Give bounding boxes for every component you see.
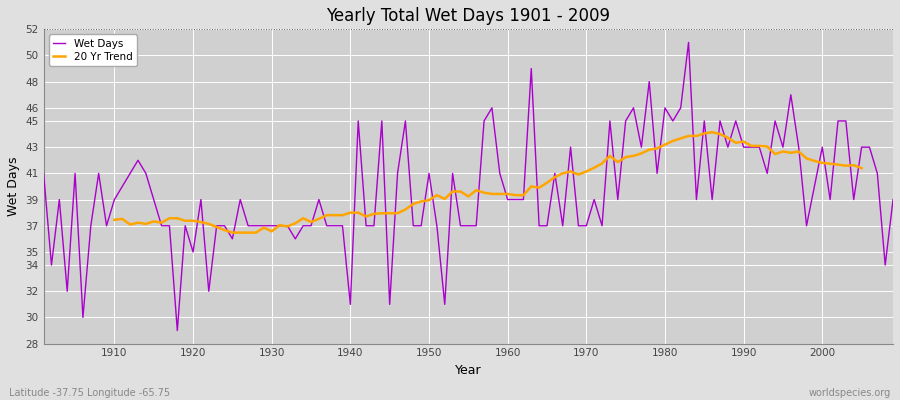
20 Yr Trend bbox=[706, 130, 717, 134]
Wet Days bbox=[38, 171, 49, 176]
20 Yr Trend bbox=[109, 218, 120, 222]
20 Yr Trend bbox=[212, 225, 222, 230]
Wet Days bbox=[502, 197, 513, 202]
Wet Days bbox=[282, 223, 292, 228]
20 Yr Trend bbox=[809, 158, 820, 163]
Line: 20 Yr Trend: 20 Yr Trend bbox=[114, 132, 861, 233]
Wet Days bbox=[101, 223, 112, 228]
20 Yr Trend bbox=[329, 213, 340, 218]
X-axis label: Year: Year bbox=[455, 364, 482, 377]
Text: worldspecies.org: worldspecies.org bbox=[809, 388, 891, 398]
20 Yr Trend bbox=[227, 230, 238, 235]
Y-axis label: Wet Days: Wet Days bbox=[7, 157, 20, 216]
Wet Days bbox=[172, 328, 183, 333]
20 Yr Trend bbox=[856, 166, 867, 170]
20 Yr Trend bbox=[439, 196, 450, 201]
Title: Yearly Total Wet Days 1901 - 2009: Yearly Total Wet Days 1901 - 2009 bbox=[327, 7, 610, 25]
Text: Latitude -37.75 Longitude -65.75: Latitude -37.75 Longitude -65.75 bbox=[9, 388, 170, 398]
20 Yr Trend bbox=[518, 193, 529, 198]
Wet Days bbox=[329, 223, 340, 228]
Wet Days bbox=[510, 197, 521, 202]
20 Yr Trend bbox=[494, 192, 505, 196]
Wet Days bbox=[683, 40, 694, 45]
Wet Days bbox=[887, 197, 898, 202]
Line: Wet Days: Wet Days bbox=[43, 42, 893, 330]
Legend: Wet Days, 20 Yr Trend: Wet Days, 20 Yr Trend bbox=[49, 34, 137, 66]
Wet Days bbox=[605, 118, 616, 123]
